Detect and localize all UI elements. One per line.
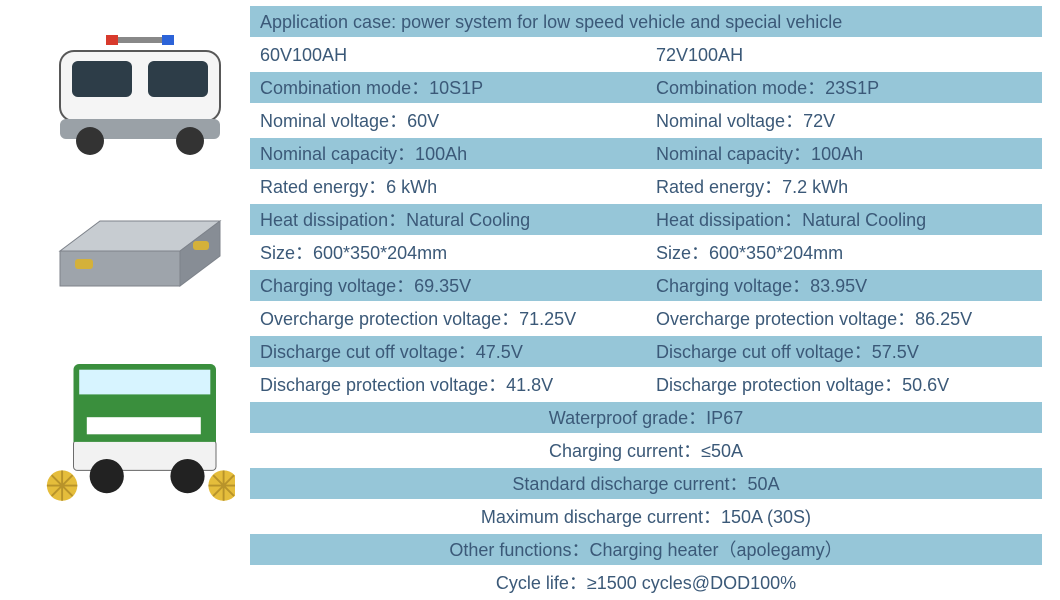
spec-row: Combination mode：10S1PCombination mode：2… [250, 72, 1042, 105]
spec-row: Overcharge protection voltage：71.25VOver… [250, 303, 1042, 336]
spec-cell-shared: Maximum discharge current：150A (30S) [250, 501, 1042, 532]
spec-cell-a: Size：600*350*204mm [250, 237, 646, 268]
col-a-title: 60V100AH [250, 39, 646, 70]
spec-cell-a: Nominal voltage：60V [250, 105, 646, 136]
spec-row: Nominal capacity：100AhNominal capacity：1… [250, 138, 1042, 171]
spec-cell-b: Size：600*350*204mm [646, 237, 1042, 268]
vehicle-bottom-image [45, 326, 235, 516]
spec-cell-shared: Standard discharge current：50A [250, 468, 1042, 499]
spec-cell-a: Discharge cut off voltage：47.5V [250, 336, 646, 367]
spec-cell-a: Heat dissipation：Natural Cooling [250, 204, 646, 235]
spec-cell-shared: Waterproof grade：IP67 [250, 402, 1042, 433]
spec-row: Rated energy：6 kWhRated energy：7.2 kWh [250, 171, 1042, 204]
spec-cell-shared: Charging current：≤50A [250, 435, 1042, 466]
spec-row: Discharge cut off voltage：47.5VDischarge… [250, 336, 1042, 369]
spec-cell-a: Rated energy：6 kWh [250, 171, 646, 202]
spec-cell-a: Overcharge protection voltage：71.25V [250, 303, 646, 334]
spec-cell-a: Discharge protection voltage：41.8V [250, 369, 646, 400]
battery-pack-image [45, 176, 235, 306]
spec-row: Nominal voltage：60VNominal voltage：72V [250, 105, 1042, 138]
spec-cell-b: Combination mode：23S1P [646, 72, 1042, 103]
spec-row-shared: Standard discharge current：50A [250, 468, 1042, 501]
spec-row-shared: Charging current：≤50A [250, 435, 1042, 468]
spec-row: Size：600*350*204mmSize：600*350*204mm [250, 237, 1042, 270]
spec-row-shared: Cycle life：≥1500 cycles@DOD100% [250, 567, 1042, 600]
spec-cell-b: Charging voltage：83.95V [646, 270, 1042, 301]
spec-cell-b: Discharge protection voltage：50.6V [646, 369, 1042, 400]
column-titles-row: 60V100AH 72V100AH [250, 39, 1042, 72]
spec-row-shared: Maximum discharge current：150A (30S) [250, 501, 1042, 534]
spec-table: Application case: power system for low s… [250, 6, 1050, 600]
spec-cell-a: Combination mode：10S1P [250, 72, 646, 103]
spec-row: Charging voltage：69.35VCharging voltage：… [250, 270, 1042, 303]
col-b-title: 72V100AH [646, 39, 1042, 70]
spec-cell-a: Nominal capacity：100Ah [250, 138, 646, 169]
spec-cell-b: Nominal capacity：100Ah [646, 138, 1042, 169]
spec-cell-b: Heat dissipation：Natural Cooling [646, 204, 1042, 235]
spec-cell-shared: Other functions：Charging heater（apolegam… [250, 534, 1042, 565]
spec-row-shared: Other functions：Charging heater（apolegam… [250, 534, 1042, 567]
spec-row: Heat dissipation：Natural CoolingHeat dis… [250, 204, 1042, 237]
vehicle-top-image [45, 6, 235, 166]
image-column [10, 6, 250, 600]
spec-cell-b: Rated energy：7.2 kWh [646, 171, 1042, 202]
header-text: Application case: power system for low s… [260, 6, 842, 37]
spec-cell-b: Nominal voltage：72V [646, 105, 1042, 136]
spec-cell-shared: Cycle life：≥1500 cycles@DOD100% [250, 567, 1042, 598]
table-header: Application case: power system for low s… [250, 6, 1042, 39]
spec-cell-b: Discharge cut off voltage：57.5V [646, 336, 1042, 367]
spec-row-shared: Waterproof grade：IP67 [250, 402, 1042, 435]
spec-cell-b: Overcharge protection voltage：86.25V [646, 303, 1042, 334]
spec-cell-a: Charging voltage：69.35V [250, 270, 646, 301]
spec-row: Discharge protection voltage：41.8VDischa… [250, 369, 1042, 402]
